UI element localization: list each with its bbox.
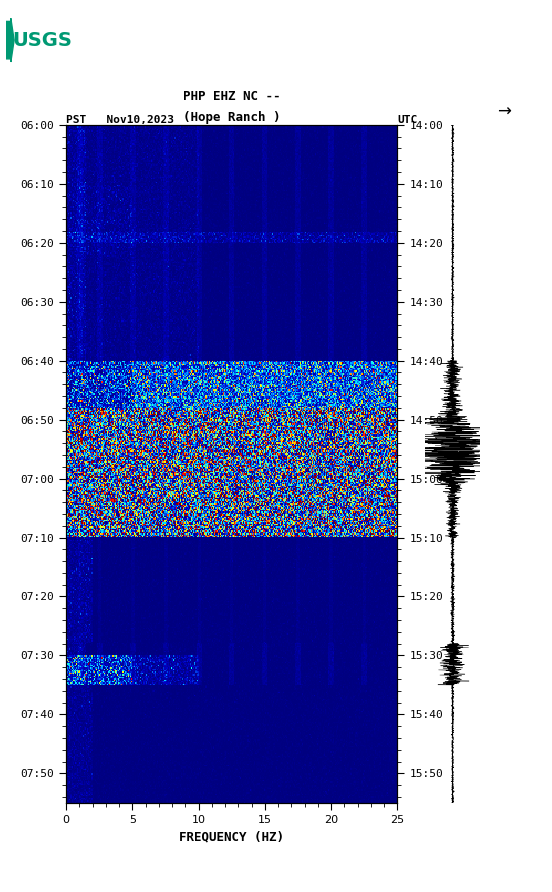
Text: PHP EHZ NC --: PHP EHZ NC -- [183, 89, 280, 103]
Text: PST   Nov10,2023: PST Nov10,2023 [66, 115, 174, 126]
Text: →: → [497, 103, 511, 120]
Text: UTC: UTC [397, 115, 418, 126]
FancyArrow shape [6, 18, 14, 62]
X-axis label: FREQUENCY (HZ): FREQUENCY (HZ) [179, 830, 284, 843]
Text: (Hope Ranch ): (Hope Ranch ) [183, 112, 280, 125]
Text: USGS: USGS [12, 30, 72, 50]
